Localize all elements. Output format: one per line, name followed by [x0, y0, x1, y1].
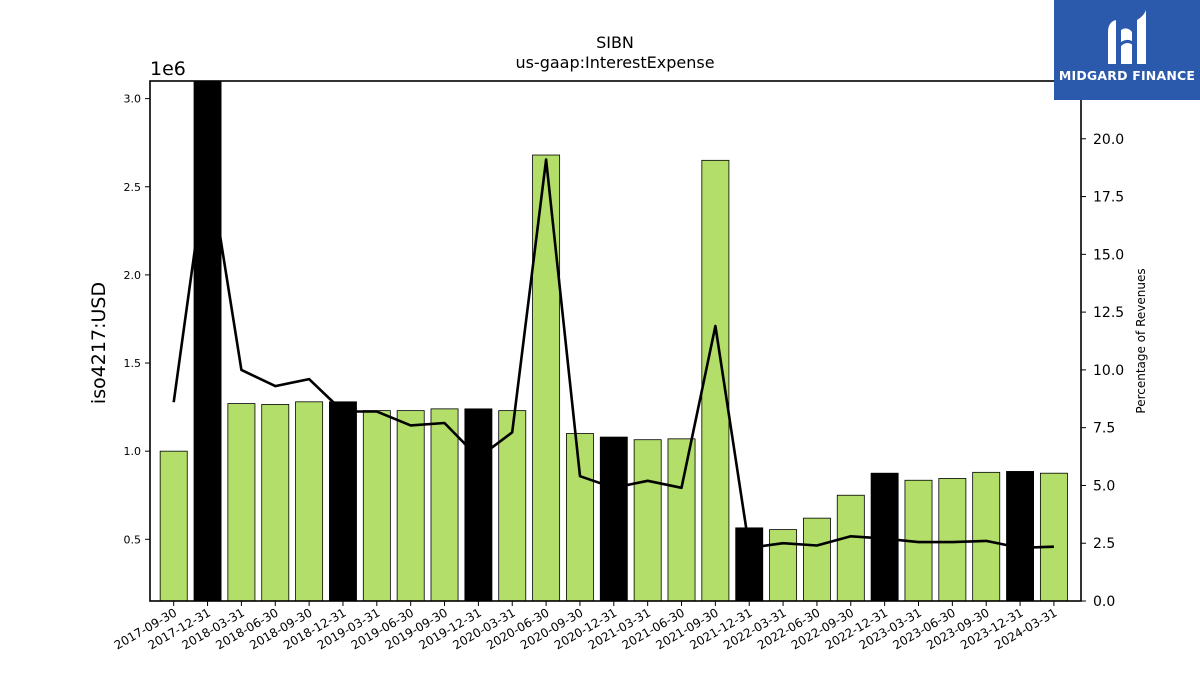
chart-subtitle: us-gaap:InterestExpense — [515, 53, 714, 72]
logo-mark-icon — [1108, 10, 1146, 64]
y2-tick-label: 5.0 — [1093, 478, 1115, 494]
y2-tick-label: 15.0 — [1093, 247, 1124, 263]
bar-2018-06-30 — [261, 404, 290, 602]
y2-tick-label: 12.5 — [1093, 305, 1124, 321]
bar-2019-06-30 — [396, 410, 425, 602]
bar-2021-03-31 — [633, 439, 662, 602]
bar-2019-09-30 — [430, 408, 459, 602]
y-tick-label: 2.0 — [124, 269, 142, 282]
bar-2020-09-30 — [566, 433, 594, 602]
y-tick-label: 1.0 — [124, 445, 142, 458]
bar-2020-06-30 — [532, 154, 561, 602]
y2-tick-label: 2.5 — [1093, 536, 1115, 552]
bar-2018-12-31 — [329, 401, 357, 602]
y2-tick-label: 17.5 — [1093, 190, 1124, 206]
bar-2018-03-31 — [227, 403, 256, 602]
bar-2023-09-30 — [972, 471, 1001, 602]
bar-2021-06-30 — [667, 438, 696, 602]
y2-tick-label: 7.5 — [1093, 421, 1115, 437]
bar-2023-12-31 — [1006, 471, 1035, 602]
bar-2020-12-31 — [599, 436, 628, 602]
bar-2022-09-30 — [836, 494, 865, 602]
bar-2019-12-31 — [464, 408, 493, 602]
midgard-finance-logo: MIDGARD FINANCE — [1054, 0, 1200, 100]
y2-axis-label: Percentage of Revenues — [1134, 268, 1148, 413]
y-tick-label: 1.5 — [124, 357, 142, 370]
logo-text: MIDGARD FINANCE — [1058, 68, 1196, 83]
bar-2022-03-31 — [769, 529, 798, 602]
bar-2019-03-31 — [362, 410, 391, 602]
y-axis-label: iso4217:USD — [88, 282, 110, 404]
plot-frame — [149, 80, 1082, 602]
bar-2017-09-30 — [159, 450, 188, 602]
y-tick-label: 2.5 — [124, 181, 142, 194]
bar-2018-09-30 — [295, 401, 324, 602]
bar-2021-12-31 — [735, 527, 764, 602]
y-offset-label: 1e6 — [150, 58, 186, 80]
y-tick-label: 3.0 — [124, 93, 142, 106]
bar-2024-03-31 — [1039, 472, 1068, 602]
y2-tick-label: 20.0 — [1093, 132, 1124, 148]
bar-2023-06-30 — [938, 478, 967, 602]
bar-2020-03-31 — [498, 410, 527, 602]
bar-2017-12-31 — [193, 80, 222, 602]
chart-title: SIBN — [596, 33, 634, 52]
y2-tick-label: 0.0 — [1093, 594, 1115, 610]
y2-tick-label: 10.0 — [1093, 363, 1124, 379]
percentage-line — [172, 156, 1054, 550]
bar-2022-06-30 — [802, 517, 831, 602]
y-tick-label: 0.5 — [124, 533, 142, 546]
